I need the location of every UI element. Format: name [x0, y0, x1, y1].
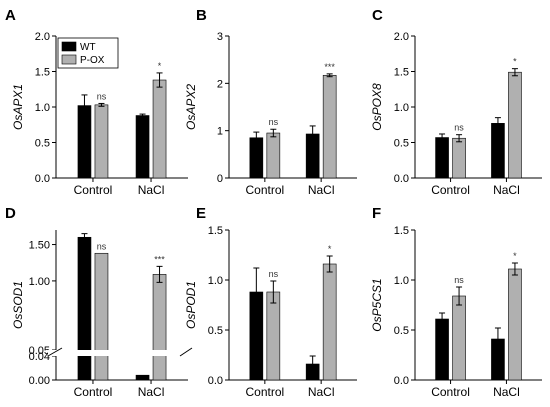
panel-c: C 0.0 0.5 1.0 1.5 2.0 OsPOX8 Control ns NaCl *	[370, 7, 542, 197]
bar	[452, 295, 466, 381]
panel-letter: C	[372, 7, 383, 24]
axis-break-mark	[47, 347, 63, 357]
x-tick-label: NaCl	[493, 385, 520, 399]
panel-d: D 0.00 0.040.05 1.00 1.50 OsSOD1 Control ns NaCl…	[5, 205, 193, 399]
y-tick-label: 0.5	[208, 325, 223, 337]
bar	[94, 104, 109, 179]
y-tick-label: 1.00	[29, 276, 50, 288]
panel-letter: E	[196, 205, 206, 222]
axis-break-mark	[179, 347, 193, 357]
significance-label: ***	[324, 62, 335, 72]
bar	[152, 274, 167, 381]
y-tick-label: 1.0	[394, 102, 409, 114]
y-axis-label: OsPOX8	[370, 83, 384, 131]
y-tick-label: 1.50	[29, 240, 50, 252]
y-axis-label: OsP5CS1	[370, 278, 384, 331]
y-tick-label: 1.0	[394, 275, 409, 287]
y-tick-label: 1.5	[208, 225, 223, 237]
bar	[135, 115, 150, 179]
y-tick-label: 3	[217, 31, 223, 43]
panel-letter: B	[196, 7, 207, 24]
y-tick-label: 1.5	[394, 67, 409, 79]
panel-letter: A	[5, 7, 16, 24]
x-tick-label: Control	[74, 385, 113, 399]
panel-f: F 0.0 0.5 1.0 1.5 OsP5CS1 Control ns NaCl *	[370, 205, 542, 399]
legend-swatch	[61, 54, 77, 65]
bar	[266, 132, 281, 179]
significance-label: ***	[154, 254, 165, 264]
y-tick-label: 2.0	[35, 31, 50, 43]
y-tick-label: 0.5	[394, 138, 409, 150]
bar	[135, 374, 150, 381]
panel-b: B 0 1 2 3 OsAPX2 Control ns NaCl ***	[184, 7, 357, 197]
y-axis-label: OsAPX2	[184, 84, 198, 130]
bar	[508, 71, 522, 179]
x-tick-label: Control	[245, 183, 284, 197]
y-axis-label: OsSOD1	[11, 281, 25, 329]
y-tick-label: 0.0	[394, 375, 409, 387]
bar	[452, 137, 466, 179]
significance-label: ns	[454, 275, 464, 285]
legend-swatch	[61, 41, 77, 52]
y-tick-label: 0.0	[208, 375, 223, 387]
y-tick-label: 0.00	[29, 375, 50, 387]
panel-a: A 0.0 0.5 1.0 1.5 2.0 OsAPX1 Control ns NaCl * WT P-…	[5, 7, 188, 197]
y-tick-label: 1.0	[208, 275, 223, 287]
x-tick-label: NaCl	[308, 385, 335, 399]
y-tick-label: 0.0	[35, 173, 50, 185]
y-tick-label: 1	[217, 126, 223, 138]
legend-label: WT	[80, 42, 96, 53]
bar	[266, 291, 281, 381]
legend: WT P-OX	[57, 37, 119, 69]
y-tick-label: 0.0	[394, 173, 409, 185]
y-tick-label: 0	[217, 173, 223, 185]
y-tick-label: 0.5	[35, 138, 50, 150]
significance-label: ns	[97, 91, 107, 101]
bar	[77, 236, 92, 381]
x-tick-label: NaCl	[493, 183, 520, 197]
significance-label: ns	[454, 123, 464, 133]
significance-label: *	[158, 61, 162, 71]
x-tick-label: Control	[245, 385, 284, 399]
bar	[435, 318, 449, 381]
panel-letter: F	[372, 205, 381, 222]
y-tick-label: 0.04	[29, 351, 50, 363]
bar	[94, 252, 109, 381]
panel-letter: D	[5, 205, 16, 222]
x-tick-label: Control	[431, 385, 470, 399]
bar	[322, 263, 337, 381]
legend-label: P-OX	[80, 55, 105, 66]
significance-label: *	[328, 244, 332, 254]
y-axis-label: OsAPX1	[11, 84, 25, 130]
bar	[322, 74, 337, 179]
significance-label: ns	[269, 117, 279, 127]
y-tick-label: 2	[217, 78, 223, 90]
y-tick-label: 1.0	[35, 102, 50, 114]
bar	[508, 268, 522, 381]
y-tick-label: 2.0	[394, 31, 409, 43]
y-tick-label: 0.5	[394, 325, 409, 337]
y-tick-label: 1.5	[35, 67, 50, 79]
x-tick-label: NaCl	[138, 385, 165, 399]
significance-label: ns	[97, 241, 107, 251]
bar	[152, 79, 167, 179]
axis-break-gap	[48, 350, 190, 356]
bar	[435, 137, 449, 179]
significance-label: *	[513, 251, 517, 261]
x-tick-label: NaCl	[308, 183, 335, 197]
x-tick-label: Control	[431, 183, 470, 197]
y-tick-label: 0.05	[29, 345, 50, 357]
significance-label: ns	[269, 269, 279, 279]
x-tick-label: NaCl	[138, 183, 165, 197]
y-tick-label: 1.5	[394, 225, 409, 237]
y-axis-label: OsPOD1	[184, 281, 198, 329]
bar	[491, 123, 505, 179]
panel-e: E 0.0 0.5 1.0 1.5 OsPOD1 Control ns NaCl *	[184, 205, 357, 399]
significance-label: *	[513, 57, 517, 67]
x-tick-label: Control	[74, 183, 113, 197]
